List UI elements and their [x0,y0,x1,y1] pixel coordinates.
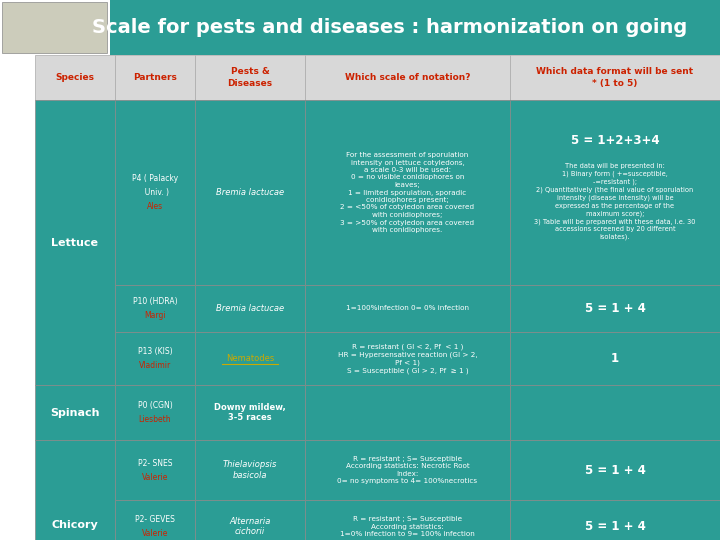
Bar [305,55,510,100]
Text: Scale for pests and diseases : harmonization on going: Scale for pests and diseases : harmoniza… [92,18,688,37]
Text: Valerie: Valerie [142,472,168,482]
Text: Chicory: Chicory [52,520,99,530]
Text: P4 ( Palacky: P4 ( Palacky [132,174,178,183]
Bar [35,100,115,385]
Bar [115,332,195,385]
Text: Univ. ): Univ. ) [140,188,169,197]
Text: R = resistant ( GI < 2, Pf  < 1 )
HR = Hypersensative reaction (GI > 2,
Pf < 1)
: R = resistant ( GI < 2, Pf < 1 ) HR = Hy… [338,343,477,374]
Bar [195,385,305,440]
Text: P10 (HDRA): P10 (HDRA) [132,298,177,306]
Text: Liesbeth: Liesbeth [139,415,171,424]
Bar [0,0,110,55]
Bar [510,55,720,100]
Text: Alternaria
cichorii: Alternaria cichorii [229,517,271,536]
Bar [195,100,305,285]
Bar [195,285,305,332]
Bar [305,385,510,440]
Text: Pests &
Diseases: Pests & Diseases [228,68,273,87]
Text: Which scale of notation?: Which scale of notation? [345,73,470,82]
Text: Vladimir: Vladimir [139,361,171,370]
Text: 5 = 1 + 4: 5 = 1 + 4 [585,302,645,315]
Text: For the assessment of sporulation
intensity on lettuce cotyledons,
a scale 0-3 w: For the assessment of sporulation intens… [341,152,474,233]
Bar [510,332,720,385]
Text: Margi: Margi [144,310,166,320]
Bar [305,440,510,500]
Bar [305,332,510,385]
Text: Which data format will be sent
* (1 to 5): Which data format will be sent * (1 to 5… [536,68,693,87]
Text: Nematodes: Nematodes [226,354,274,363]
Bar [35,440,115,540]
Text: Bremia lactucae: Bremia lactucae [216,188,284,197]
Bar [115,385,195,440]
Bar [510,385,720,440]
Text: 5 = 1 + 4: 5 = 1 + 4 [585,520,645,533]
Text: Ales: Ales [147,202,163,211]
Text: Thielaviopsis
basicola: Thielaviopsis basicola [222,460,277,480]
Text: R = resistant ; S= Susceptible
According statistics:
1=0% infection to 9= 100% i: R = resistant ; S= Susceptible According… [340,516,475,537]
Text: Spinach: Spinach [50,408,100,417]
Text: Species: Species [55,73,94,82]
Text: R = resistant ; S= Susceptible
According statistics: Necrotic Root
Index:
0= no : R = resistant ; S= Susceptible According… [338,456,477,484]
Bar [510,100,720,285]
Bar [0,0,720,55]
Text: 5 = 1 + 4: 5 = 1 + 4 [585,463,645,476]
Bar [510,285,720,332]
Text: P2- SNES: P2- SNES [138,458,172,468]
Text: 1: 1 [611,352,619,365]
Bar [510,500,720,540]
Bar [2,2,107,53]
Text: P2- GEVES: P2- GEVES [135,515,175,524]
Text: Valerie: Valerie [142,529,168,538]
Bar [510,440,720,500]
Text: 5 = 1+2+3+4: 5 = 1+2+3+4 [571,134,660,147]
Bar [115,100,195,285]
Bar [305,100,510,285]
Bar [115,440,195,500]
Bar [35,55,115,100]
Text: Bremia lactucae: Bremia lactucae [216,304,284,313]
Text: P0 (CGN): P0 (CGN) [138,401,172,410]
Bar [115,500,195,540]
Bar [115,55,195,100]
Text: 1=100%infection 0= 0% infection: 1=100%infection 0= 0% infection [346,306,469,312]
Bar [195,55,305,100]
Text: The data will be presented in:
1) Binary form ( +=susceptible,
-=resistant );
2): The data will be presented in: 1) Binary… [534,163,696,240]
Text: Downy mildew,
3-5 races: Downy mildew, 3-5 races [214,403,286,422]
Text: Lettuce: Lettuce [52,238,99,247]
Bar [195,500,305,540]
Bar [195,332,305,385]
Text: Partners: Partners [133,73,177,82]
Bar [305,285,510,332]
Bar [115,285,195,332]
Bar [35,385,115,440]
Bar [195,440,305,500]
Bar [305,500,510,540]
Text: P13 (KIS): P13 (KIS) [138,347,172,356]
